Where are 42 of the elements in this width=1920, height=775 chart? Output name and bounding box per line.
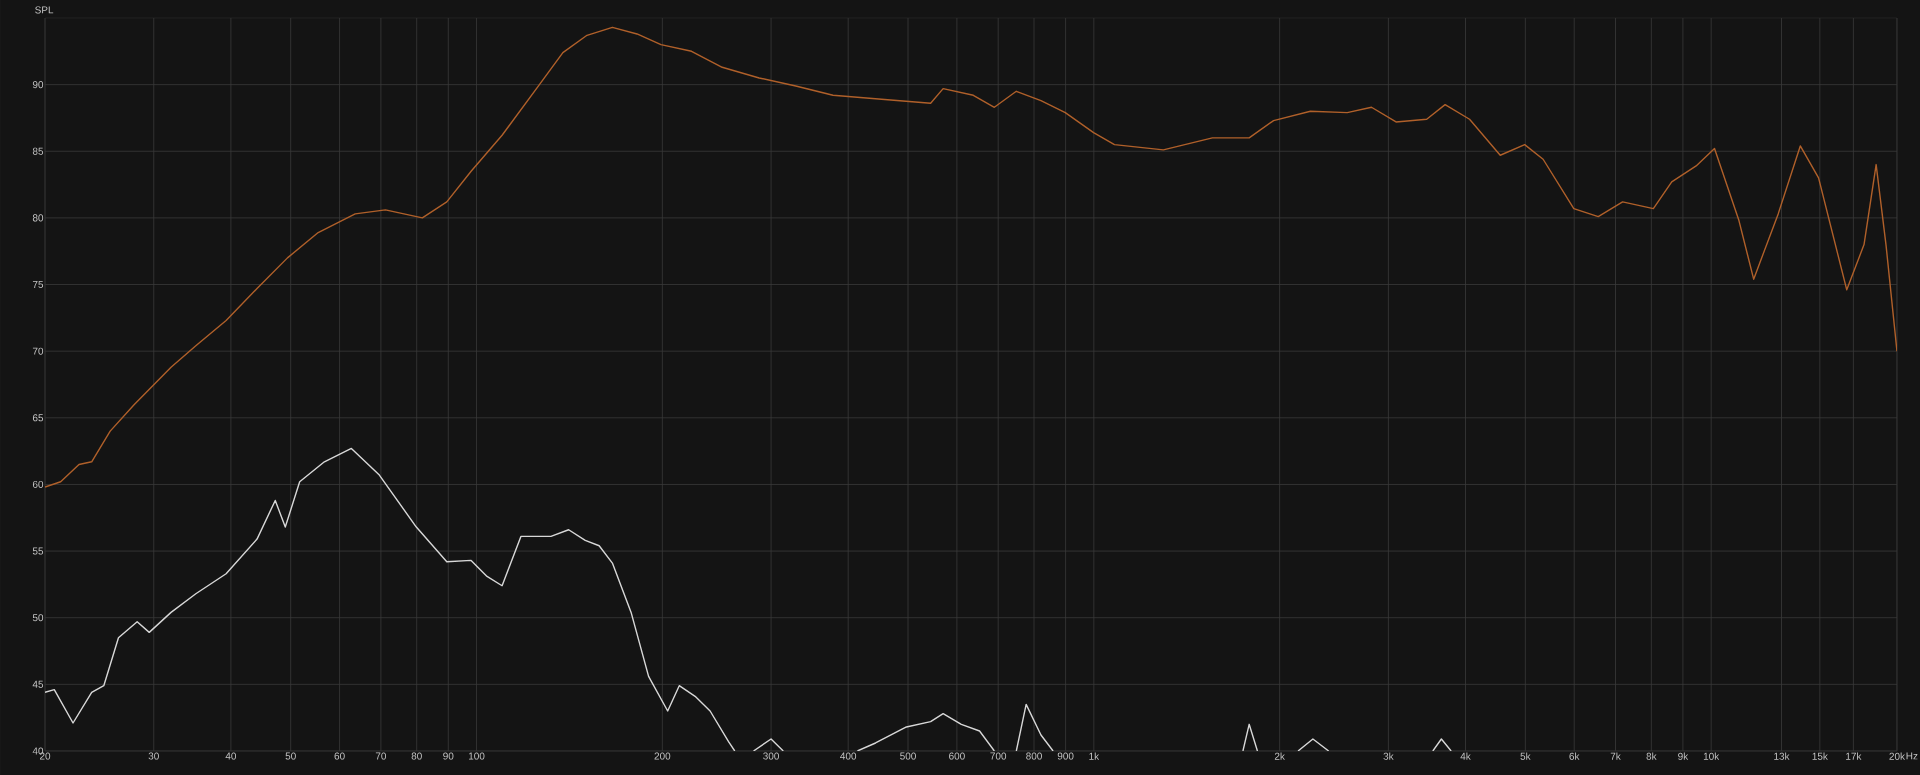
x-tick-label: 300: [763, 752, 779, 760]
x-tick-label: 60: [334, 752, 345, 760]
y-tick-label: 90: [32, 81, 44, 89]
x-tick-label: 600: [949, 752, 965, 760]
x-tick-label: 700: [990, 752, 1007, 760]
y-tick-label: 50: [32, 614, 44, 622]
x-tick-label: 90: [443, 752, 454, 760]
y-tick-label: 60: [32, 480, 44, 488]
x-tick-label: 3k: [1383, 752, 1394, 760]
x-tick-label: 6k: [1569, 752, 1580, 760]
x-tick-label: 200: [654, 752, 671, 760]
x-tick-label: 400: [840, 752, 857, 760]
x-tick-label: 4k: [1460, 752, 1471, 760]
y-axis-title: SPL: [35, 6, 54, 14]
x-tick-label: 2k: [1274, 752, 1285, 760]
x-tick-label: 20k: [1889, 752, 1906, 760]
x-tick-label: 50: [285, 752, 296, 760]
x-tick-label: 900: [1057, 752, 1074, 760]
x-tick-label: 100: [468, 752, 485, 760]
y-tick-label: 80: [32, 214, 44, 222]
x-tick-label: 17k: [1846, 752, 1862, 760]
x-tick-label: 9k: [1678, 752, 1689, 760]
x-tick-label: 13k: [1774, 752, 1790, 760]
x-tick-label: 8k: [1646, 752, 1657, 760]
y-tick-label: 65: [32, 414, 44, 422]
x-tick-label: 80: [411, 752, 422, 760]
x-tick-label: 1k: [1089, 752, 1100, 760]
x-axis-title: Hz: [1906, 752, 1918, 760]
y-tick-label: 85: [32, 147, 44, 155]
x-tick-label: 800: [1026, 752, 1042, 760]
x-tick-label: 70: [375, 752, 387, 760]
x-tick-label: 40: [225, 752, 237, 760]
y-tick-label: 75: [32, 281, 44, 288]
x-tick-label: 15k: [1812, 752, 1828, 760]
x-tick-label: 500: [900, 752, 916, 760]
x-tick-label: 30: [148, 752, 159, 760]
y-tick-label: 55: [32, 547, 44, 555]
x-tick-label: 7k: [1610, 752, 1621, 760]
x-tick-label: 10k: [1703, 752, 1720, 760]
x-tick-label: 5k: [1520, 752, 1531, 760]
y-tick-label: 70: [32, 347, 44, 355]
y-tick-label: 45: [32, 680, 44, 688]
